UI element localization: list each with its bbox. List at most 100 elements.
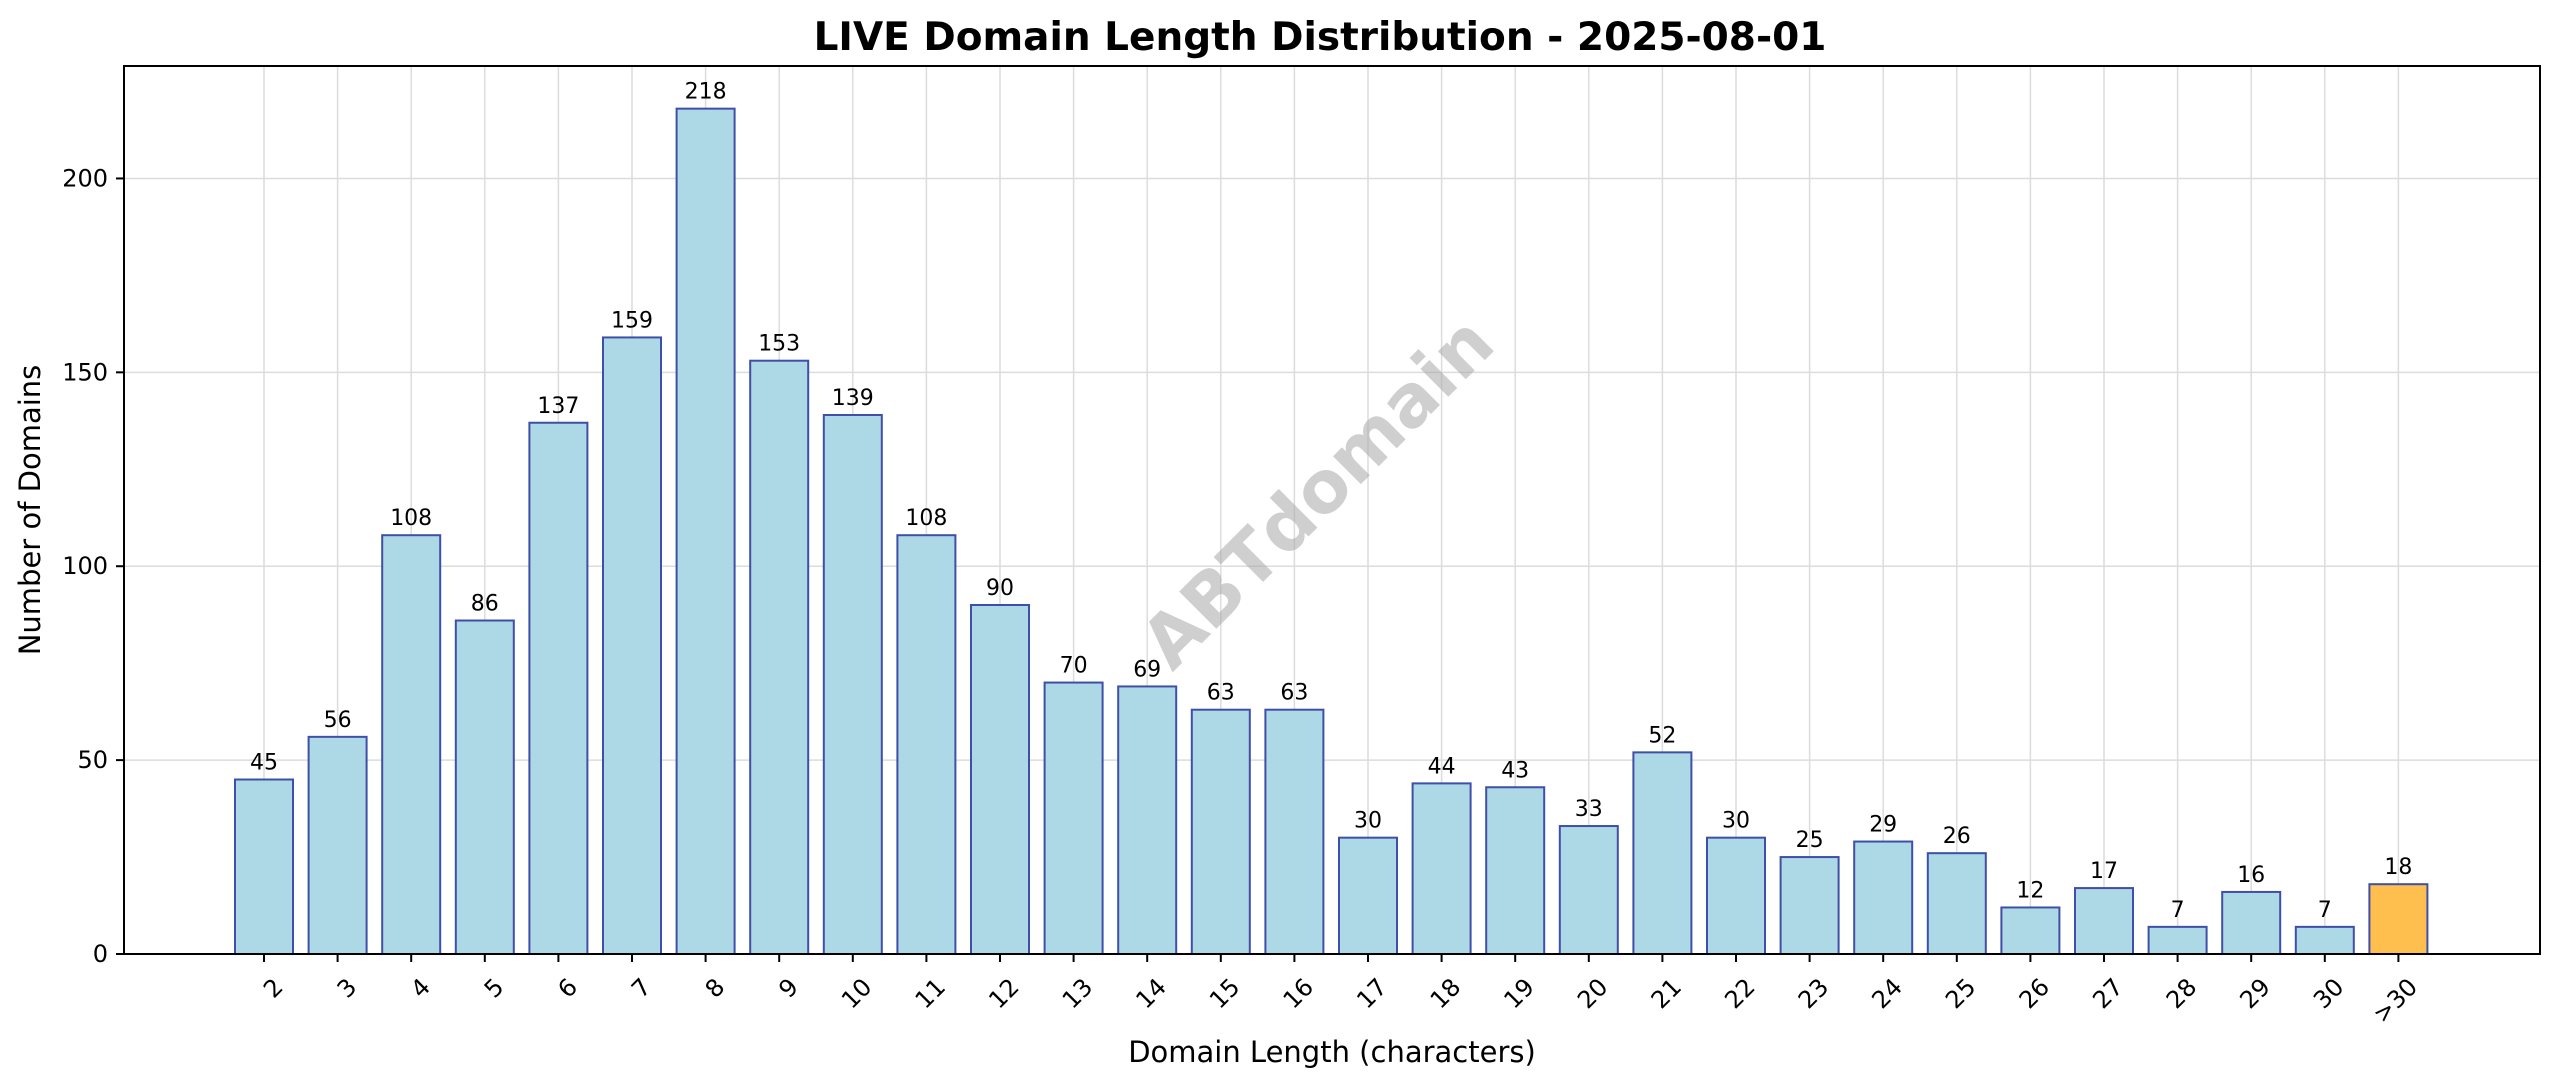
data-label: 139 [832,386,874,411]
data-label: 43 [1501,758,1529,783]
bar-16 [1264,708,1325,955]
data-label: 56 [324,708,352,733]
bar-14 [1117,685,1178,956]
data-label: 108 [390,506,432,531]
y-axis-ticks: 0 50 100 150 200 [62,164,124,968]
x-tick-label: 27 [2087,973,2128,1014]
bar-28 [2147,925,2208,955]
data-label: 33 [1575,797,1603,822]
bar-25 [1926,852,1987,955]
x-tick-label: 9 [773,973,804,1004]
data-label: 69 [1133,657,1161,682]
bar-22 [1706,836,1766,956]
bar-21 [1632,751,1693,956]
x-tick-label: 4 [405,973,436,1004]
data-label: 153 [758,332,800,357]
bar-7 [602,336,662,955]
data-label: 45 [250,751,278,776]
x-tick-label: 8 [700,973,731,1004]
x-axis-ticks: 2 3 4 5 6 7 8 9 10 11 12 13 14 15 16 17 18 19 20 21 22 23 24 25… [258,954,2423,1029]
bar-27 [2074,887,2134,956]
bar-4 [381,534,442,956]
bars [234,107,2429,956]
bar-10 [822,413,883,956]
data-label: 70 [1060,654,1088,679]
x-tick-label: 6 [552,973,583,1004]
bar-20 [1558,825,1619,955]
bar-23 [1779,856,1840,955]
x-tick-label: 28 [2161,973,2202,1014]
bar-13 [1043,681,1104,955]
x-tick-label: 7 [626,973,657,1004]
y-tick-label: 0 [93,940,108,968]
bar-9 [749,359,810,956]
x-tick-label: 3 [332,973,363,1004]
x-tick-label: 2 [258,973,289,1004]
bar-15 [1190,708,1251,955]
x-tick-label: 21 [1646,973,1687,1014]
x-tick-label: 5 [479,973,510,1004]
y-tick-label: 100 [62,552,108,580]
data-label: 17 [2090,859,2118,884]
bar-29 [2221,890,2282,956]
x-tick-label: 18 [1425,973,1466,1014]
x-tick-label: 30 [2308,973,2349,1014]
bar-26 [2000,906,2061,955]
bar-2 [234,778,294,956]
data-label: 29 [1869,813,1897,838]
bar-17 [1338,836,1398,956]
data-label: 16 [2237,863,2265,888]
x-tick-label: >30 [2367,973,2423,1029]
x-tick-label: 13 [1057,973,1098,1014]
x-tick-label: 22 [1719,973,1760,1014]
bar-6 [528,421,589,955]
data-label: 12 [2016,878,2044,903]
x-tick-label: 24 [1866,973,1907,1014]
data-label: 44 [1428,754,1456,779]
data-label: 159 [611,308,653,333]
data-label: 25 [1796,828,1824,853]
x-tick-label: 16 [1278,973,1319,1014]
data-label: 18 [2384,855,2412,880]
x-tick-label: 15 [1204,973,1245,1014]
bar-18 [1411,782,1472,955]
bar-24 [1853,840,1914,955]
data-label: 137 [537,394,579,419]
data-label: 90 [986,576,1014,601]
data-label: 52 [1648,723,1676,748]
x-tick-label: 29 [2234,973,2275,1014]
data-label: 30 [1722,809,1750,834]
plot-frame [123,65,2541,955]
x-axis-label: Domain Length (characters) [1128,1035,1536,1069]
x-tick-label: 11 [910,973,951,1014]
data-label: 63 [1207,681,1235,706]
data-label: 218 [685,80,727,105]
bar-5 [454,619,515,955]
data-label: 26 [1943,824,1971,849]
x-tick-label: 20 [1572,973,1613,1014]
y-tick-label: 150 [62,358,108,386]
data-label: 63 [1280,681,1308,706]
x-tick-label: 14 [1130,973,1171,1014]
x-tick-label: 25 [1940,973,1981,1014]
y-tick-label: 50 [77,746,108,774]
data-label: 7 [2318,898,2332,923]
bar-3 [307,735,368,955]
data-label: 108 [905,506,947,531]
data-label: 86 [471,592,499,617]
chart-title: LIVE Domain Length Distribution - 2025-0… [814,15,1827,60]
y-axis-label: Number of Domains [13,365,47,656]
bar-19 [1485,786,1546,955]
x-tick-label: 10 [836,973,877,1014]
x-tick-label: 23 [1793,973,1834,1014]
bar-30 [2294,925,2355,955]
bar-11 [896,534,957,956]
bar-12 [970,604,1030,956]
data-labels: 45 56 108 86 137 159 218 153 139 108 90 70 69 63 63 30 4… [250,80,2412,923]
data-label: 30 [1354,809,1382,834]
x-tick-label: 12 [983,973,1024,1014]
bar-8 [675,107,736,955]
bar->30 [2368,883,2429,955]
watermark: ABTdomain [1125,300,1510,685]
